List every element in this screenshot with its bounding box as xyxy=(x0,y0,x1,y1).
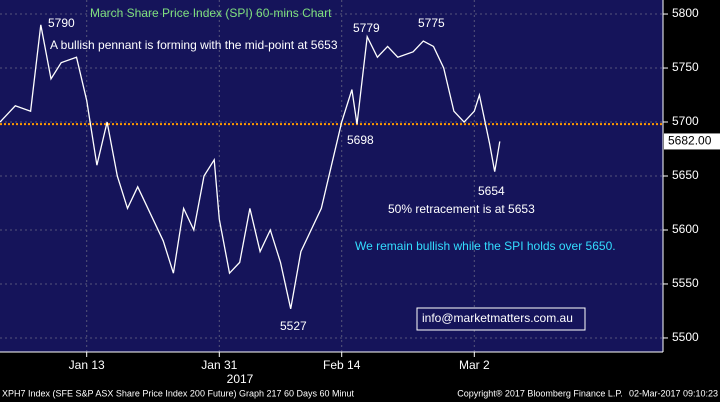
annotation: 50% retracement is at 5653 xyxy=(388,202,535,216)
y-tick-label: 5500 xyxy=(672,330,699,344)
last-price-label: 5682.00 xyxy=(668,134,712,148)
chart-title: March Share Price Index (SPI) 60-mins Ch… xyxy=(90,6,332,20)
annotation: We remain bullish while the SPI holds ov… xyxy=(355,239,616,253)
x-tick-label: Mar 2 xyxy=(459,358,490,372)
annotation: info@marketmatters.com.au xyxy=(422,311,573,325)
annotation: A bullish pennant is forming with the mi… xyxy=(50,38,338,52)
email-box xyxy=(416,307,586,331)
annotation: 5779 xyxy=(353,21,380,35)
footer-text: Copyright® 2017 Bloomberg Finance L.P. xyxy=(457,388,623,398)
annotation: 5790 xyxy=(48,16,75,30)
y-tick-label: 5700 xyxy=(672,114,699,128)
footer-text: XPH7 Index (SFE S&P ASX Share Price Inde… xyxy=(2,388,355,398)
y-tick-label: 5750 xyxy=(672,60,699,74)
annotation: 5527 xyxy=(280,319,307,333)
y-tick-label: 5600 xyxy=(672,222,699,236)
x-tick-label: Jan 31 xyxy=(201,358,237,372)
x-tick-label: Feb 14 xyxy=(323,358,361,372)
footer-text: 02-Mar-2017 09:10:23 xyxy=(629,388,718,398)
y-tick-label: 5800 xyxy=(672,6,699,20)
annotation: 5698 xyxy=(347,133,374,147)
last-price-box xyxy=(664,133,720,150)
y-tick-label: 5650 xyxy=(672,168,699,182)
x-axis-year: 2017 xyxy=(227,372,254,386)
x-tick-label: Jan 13 xyxy=(69,358,105,372)
y-tick-label: 5550 xyxy=(672,276,699,290)
annotation: 5775 xyxy=(418,16,445,30)
annotation: 5654 xyxy=(478,184,505,198)
price-line xyxy=(0,24,501,309)
